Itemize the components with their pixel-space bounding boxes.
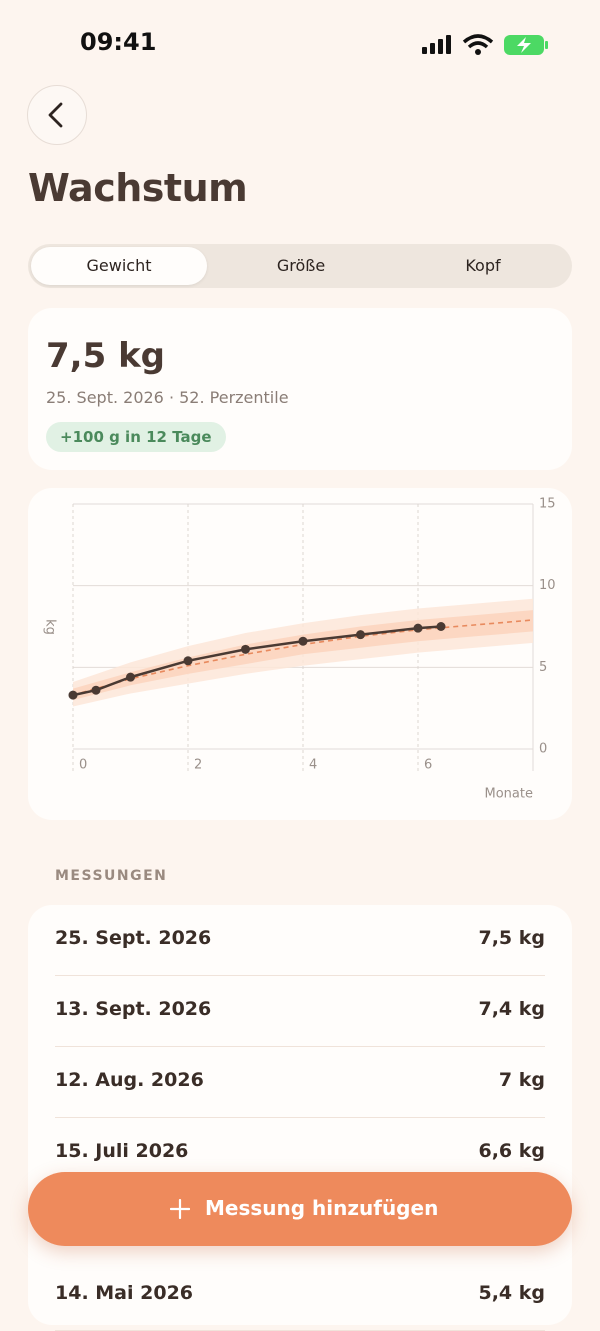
x-tick-label: 4	[309, 758, 317, 773]
y-tick-label: 15	[539, 497, 556, 512]
measurement-row: 14. Mai 2026 5,4 kg	[55, 1260, 545, 1331]
summary-subtitle: 25. Sept. 2026 · 52. Perzentile	[46, 388, 289, 407]
measurement-value: 7 kg	[498, 1069, 545, 1091]
chart-card: 0 5 10 15 0 2 4 6 kg Monate	[28, 488, 572, 820]
data-point	[68, 690, 78, 700]
measurement-value: 6,6 kg	[478, 1140, 545, 1162]
measurement-value: 7,5 kg	[478, 927, 545, 949]
x-tick-label: 2	[194, 758, 202, 773]
button-label: Messung hinzufügen	[205, 1196, 439, 1220]
page-title: Wachstum	[28, 166, 248, 210]
tab[interactable]: Gewicht	[31, 247, 207, 285]
data-point	[91, 685, 101, 695]
status-time: 09:41	[80, 28, 157, 56]
back-button[interactable]	[27, 85, 87, 145]
data-point	[436, 622, 446, 631]
y-tick-label: 10	[539, 578, 556, 593]
chart: 0 5 10 15 0 2 4 6 kg Monate	[43, 497, 556, 802]
current-value: 7,5 kg	[46, 336, 166, 376]
measurement-date: 14. Mai 2026	[55, 1282, 194, 1304]
measurement-date: 25. Sept. 2026	[55, 927, 212, 949]
segmented-control: Gewicht Größe Kopf	[28, 244, 572, 288]
screen: {"status_bar": {"time": "09:41"}, "heade…	[27, 28, 572, 1331]
status-icons	[422, 34, 548, 55]
measurement-value: 5,4 kg	[478, 1282, 545, 1304]
measurement-date: 12. Aug. 2026	[55, 1069, 204, 1091]
change-badge: +100 g in 12 Tage	[46, 422, 226, 452]
measurement-row: 13. Sept. 2026 7,4 kg	[55, 976, 545, 1047]
data-point	[126, 672, 135, 682]
summary-card: 7,5 kg 25. Sept. 2026 · 52. Perzentile +…	[28, 308, 572, 470]
measurement-date: 13. Sept. 2026	[55, 998, 212, 1020]
data-point	[356, 630, 365, 640]
add-button[interactable]: Messung hinzufügen	[28, 1172, 572, 1246]
measurement-value: 7,4 kg	[478, 998, 545, 1020]
plus-icon	[170, 1199, 190, 1219]
measurement-date: 15. Juli 2026	[55, 1140, 189, 1162]
measurement-row: 12. Aug. 2026 7 kg	[55, 1047, 545, 1118]
y-tick-label: 5	[539, 660, 547, 675]
x-axis-label: Monate	[485, 787, 533, 802]
x-tick-label: 0	[79, 758, 87, 773]
section-title: MESSUNGEN	[55, 868, 168, 884]
y-axis-label: kg	[43, 619, 58, 635]
tab[interactable]: Kopf	[465, 256, 501, 275]
data-point	[183, 656, 193, 666]
data-point	[241, 644, 250, 654]
measurement-row: 25. Sept. 2026 7,5 kg	[55, 905, 545, 976]
tab[interactable]: Größe	[276, 256, 326, 275]
back-icon	[48, 102, 63, 128]
data-point	[298, 636, 308, 646]
x-tick-label: 6	[424, 758, 432, 773]
y-tick-label: 0	[539, 742, 547, 757]
data-point	[413, 623, 423, 633]
measurement-list: 25. Sept. 2026 7,5 kg 13. Sept. 2026 7,4 kg…	[28, 905, 572, 1331]
